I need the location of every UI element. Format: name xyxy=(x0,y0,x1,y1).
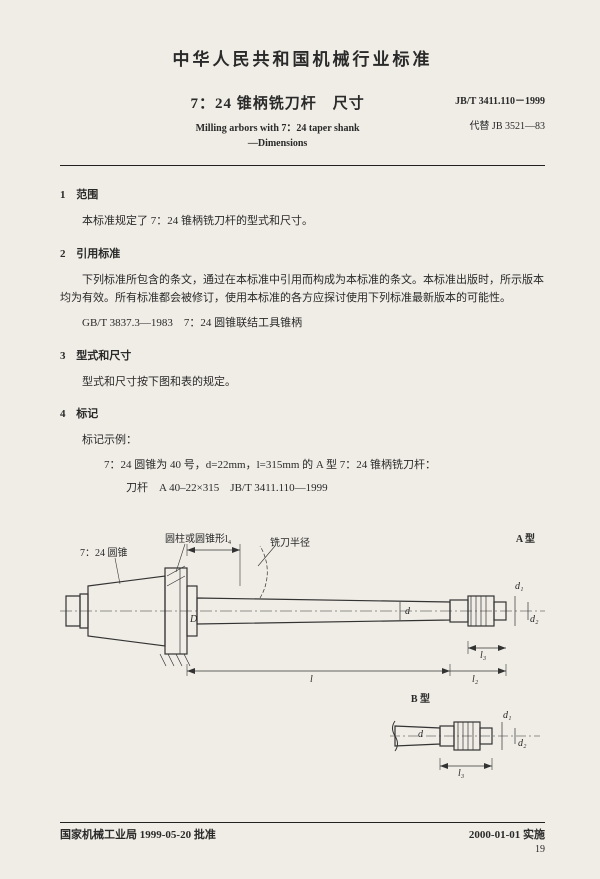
title-block: 7：24 锥柄铣刀杆 尺寸 Milling arbors with 7：24 t… xyxy=(60,92,545,149)
org-title: 中华人民共和国机械行业标准 xyxy=(60,45,545,70)
section-1-num: 1 xyxy=(60,189,66,201)
fig-a-radius-label: 铣刀半径 xyxy=(270,534,310,549)
section-1-p1: 本标准规定了 7：24 锥柄铣刀杆的型式和尺寸。 xyxy=(60,212,545,231)
rule-top xyxy=(60,165,545,166)
fig-a-type-label: A 型 xyxy=(516,530,535,545)
footer: 国家机械工业局 1999-05-20 批准 2000-01-01 实施 19 xyxy=(60,822,545,855)
section-1: 1 范围 xyxy=(60,186,545,202)
fig-a-d1-label: d₁ xyxy=(515,581,523,592)
fig-a-d2-label: d₂ xyxy=(530,614,538,625)
fig-a-l-label: l xyxy=(310,674,313,685)
fig-b-d-label: d xyxy=(418,729,423,740)
fig-a-l3-label: l₃ xyxy=(480,650,486,661)
section-2-title: 引用标准 xyxy=(76,248,120,260)
section-3-title: 型式和尺寸 xyxy=(76,350,131,362)
section-4: 4 标记 xyxy=(60,405,545,421)
doc-supersede: 代替 JB 3521—83 xyxy=(455,117,545,132)
section-4-p3: 刀杆 A 40–22×315 JB/T 3411.110—1999 xyxy=(60,479,545,498)
section-2-num: 2 xyxy=(60,248,66,260)
footer-right: 2000-01-01 实施 xyxy=(469,826,545,842)
fig-b-type-label: B 型 xyxy=(411,690,430,705)
section-3: 3 型式和尺寸 xyxy=(60,347,545,363)
figure-b: B 型 l₃ d d₁ d₂ xyxy=(60,696,545,776)
doc-code: JB/T 3411.110－1999 xyxy=(455,92,545,107)
fig-a-collar-label: 圆柱或圆锥形 xyxy=(165,530,225,545)
fig-a-l4-label: l₄ xyxy=(225,534,231,545)
fig-b-l3-label: l₃ xyxy=(458,768,464,779)
fig-a-D-label: D xyxy=(190,614,197,625)
footer-left: 国家机械工业局 1999-05-20 批准 xyxy=(60,826,216,842)
title-en1: Milling arbors with 7：24 taper shank xyxy=(100,119,455,134)
section-4-p2: 7：24 圆锥为 40 号，d=22mm，l=315mm 的 A 型 7：24 … xyxy=(60,456,545,475)
title-en2: —Dimensions xyxy=(100,138,455,149)
figure-a: 7：24 圆锥 圆柱或圆锥形 l₄ 铣刀半径 A 型 D l l₂ l₃ d d… xyxy=(60,516,545,686)
section-4-num: 4 xyxy=(60,408,66,420)
section-2: 2 引用标准 xyxy=(60,245,545,261)
section-2-p1: 下列标准所包含的条文，通过在本标准中引用而构成为本标准的条文。本标准出版时，所示… xyxy=(60,271,545,308)
section-1-title: 范围 xyxy=(76,189,98,201)
fig-a-taper-label: 7：24 圆锥 xyxy=(80,544,128,559)
fig-a-d-label: d xyxy=(405,606,410,617)
fig-b-d1-label: d₁ xyxy=(503,710,511,721)
fig-b-d2-label: d₂ xyxy=(518,738,526,749)
section-4-title: 标记 xyxy=(76,408,98,420)
page-number: 19 xyxy=(60,844,545,855)
rule-footer xyxy=(60,822,545,823)
section-4-p1: 标记示例： xyxy=(60,431,545,450)
section-3-num: 3 xyxy=(60,350,66,362)
section-2-p2: GB/T 3837.3—1983 7：24 圆锥联结工具锥柄 xyxy=(60,314,545,333)
fig-a-l2-label: l₂ xyxy=(472,674,478,685)
title-cn: 7：24 锥柄铣刀杆 尺寸 xyxy=(100,92,455,113)
section-3-p1: 型式和尺寸按下图和表的规定。 xyxy=(60,373,545,392)
